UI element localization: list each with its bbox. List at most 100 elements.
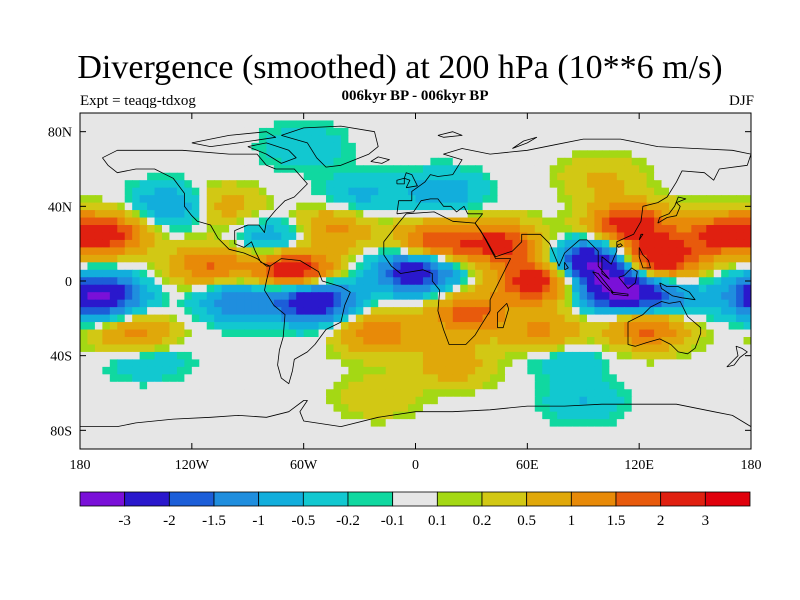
field-cell xyxy=(154,322,163,331)
field-cell xyxy=(564,247,573,256)
field-cell xyxy=(490,225,499,234)
field-cell xyxy=(639,254,648,263)
coastline-antarctica xyxy=(80,400,751,438)
field-cell xyxy=(251,254,260,263)
field-cell xyxy=(594,396,603,405)
field-cell xyxy=(594,307,603,316)
field-cell xyxy=(340,225,349,234)
field-cell xyxy=(698,195,707,204)
field-cell xyxy=(698,434,707,443)
field-cell xyxy=(691,157,700,166)
field-cell xyxy=(80,307,89,316)
field-cell xyxy=(363,434,372,443)
field-cell xyxy=(87,180,96,189)
field-cell xyxy=(445,210,454,219)
field-cell xyxy=(713,150,722,159)
field-cell xyxy=(564,202,573,211)
field-cell xyxy=(124,120,133,129)
field-cell xyxy=(512,165,521,174)
field-cell xyxy=(713,292,722,301)
field-cell xyxy=(437,337,446,346)
field-cell xyxy=(594,232,603,241)
field-cell xyxy=(87,239,96,248)
field-cell xyxy=(94,344,103,353)
field-cell xyxy=(132,187,141,196)
field-cell xyxy=(244,351,253,360)
field-cell xyxy=(624,247,633,256)
field-cell xyxy=(191,202,200,211)
field-cell xyxy=(348,254,357,263)
field-cell xyxy=(400,262,409,271)
field-cell xyxy=(109,135,118,144)
field-cell xyxy=(452,292,461,301)
field-cell xyxy=(94,381,103,390)
field-cell xyxy=(549,404,558,413)
field-cell xyxy=(176,351,185,360)
field-cell xyxy=(378,247,387,256)
field-cell xyxy=(80,434,89,443)
field-cell xyxy=(564,262,573,271)
field-cell xyxy=(400,389,409,398)
field-cell xyxy=(154,404,163,413)
field-cell xyxy=(109,165,118,174)
field-cell xyxy=(676,254,685,263)
field-cell xyxy=(415,329,424,338)
field-cell xyxy=(169,284,178,293)
field-cell xyxy=(340,210,349,219)
field-cell xyxy=(743,366,751,375)
field-cell xyxy=(318,366,327,375)
field-cell xyxy=(303,247,312,256)
field-cell xyxy=(639,113,648,122)
field-cell xyxy=(624,269,633,278)
field-cell xyxy=(504,299,514,308)
field-cell xyxy=(616,157,625,166)
field-cell xyxy=(393,329,402,338)
field-cell xyxy=(668,217,678,226)
field-cell xyxy=(512,322,521,331)
field-cell xyxy=(713,254,722,263)
field-cell xyxy=(288,180,297,189)
field-cell xyxy=(333,404,342,413)
field-cell xyxy=(288,217,297,226)
field-cell xyxy=(370,396,379,405)
field-cell xyxy=(169,269,178,278)
field-cell xyxy=(519,396,528,405)
field-cell xyxy=(676,404,685,413)
field-cell xyxy=(303,344,312,353)
field-cell xyxy=(333,142,342,151)
field-cell xyxy=(94,127,103,136)
field-cell xyxy=(378,344,387,353)
field-cell xyxy=(683,322,692,331)
field-cell xyxy=(654,165,663,174)
field-cell xyxy=(266,217,275,226)
field-cell xyxy=(445,389,454,398)
field-cell xyxy=(534,120,543,129)
field-cell xyxy=(296,210,305,219)
field-cell xyxy=(288,284,297,293)
field-cell xyxy=(445,404,454,413)
field-cell xyxy=(736,441,745,449)
field-cell xyxy=(236,322,245,331)
field-cell xyxy=(370,225,379,234)
field-cell xyxy=(311,366,320,375)
field-cell xyxy=(87,157,96,166)
field-cell xyxy=(221,366,230,375)
field-cell xyxy=(266,202,275,211)
field-cell xyxy=(191,232,200,241)
field-cell xyxy=(504,142,514,151)
field-cell xyxy=(340,314,349,323)
field-cell xyxy=(184,419,193,428)
field-cell xyxy=(229,225,238,234)
field-cell xyxy=(109,180,118,189)
field-cell xyxy=(333,426,342,435)
field-cell xyxy=(370,374,379,383)
field-cell xyxy=(385,299,394,308)
field-cell xyxy=(415,419,424,428)
field-cell xyxy=(244,322,253,331)
field-cell xyxy=(601,150,610,159)
field-cell xyxy=(624,292,633,301)
field-cell xyxy=(258,434,267,443)
field-cell xyxy=(251,127,260,136)
field-cell xyxy=(318,195,327,204)
field-cell xyxy=(87,307,96,316)
